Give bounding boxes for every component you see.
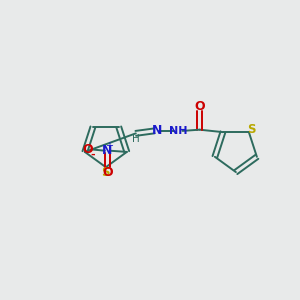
Text: +: + [105, 141, 113, 151]
Text: S: S [247, 123, 256, 136]
Text: O: O [102, 166, 112, 179]
Text: S: S [102, 166, 110, 178]
Text: O: O [83, 143, 93, 156]
Text: O: O [194, 100, 205, 113]
Text: NH: NH [169, 126, 188, 136]
Text: -: - [91, 150, 95, 160]
Text: H: H [132, 134, 140, 145]
Text: N: N [152, 124, 162, 137]
Text: N: N [102, 144, 112, 157]
